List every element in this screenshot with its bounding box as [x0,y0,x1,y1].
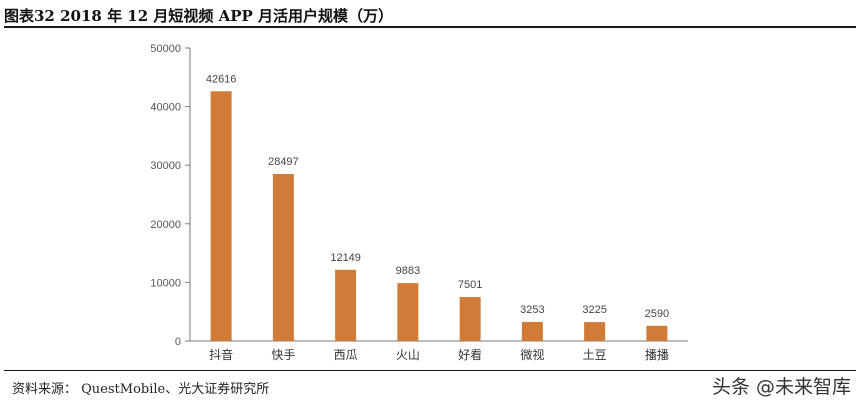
bar [646,325,668,341]
chart-title: 图表32 2018 年 12 月短视频 APP 月活用户规模（万） [4,7,394,25]
y-axis: 0 10000 20000 30000 40000 50000 [150,43,191,348]
y-tick-label: 0 [175,336,181,348]
x-category-label: 好看 [458,348,482,362]
x-category-label: 微视 [520,347,544,362]
bar [210,91,232,342]
y-tick-label: 50000 [150,43,181,55]
bar [397,283,419,341]
bar [459,297,481,341]
data-label: 42616 [206,73,237,85]
y-tick-label: 40000 [150,102,181,114]
bar [272,174,294,341]
bar [584,322,606,341]
bottom-rule [4,370,856,371]
y-tick-label: 10000 [150,277,181,289]
y-tick-label: 30000 [150,160,181,172]
data-label: 7501 [458,279,482,291]
x-category-label: 土豆 [583,348,607,362]
bar-chart: 0 10000 20000 30000 40000 50000 抖音 快手 西瓜 火山 好看 微视 土… [150,43,688,362]
y-tick-label: 20000 [150,219,181,231]
source-note: 资料来源： QuestMobile、光大证券研究所 [12,382,270,397]
x-category-label: 播播 [645,348,669,362]
data-label: 3225 [582,304,606,316]
bar [335,269,357,341]
data-label: 2590 [645,308,669,320]
data-label: 28497 [268,156,299,168]
x-category-label: 抖音 [209,347,233,362]
data-label: 12149 [330,252,361,264]
watermark: 头条 @未来智库 [711,376,851,398]
data-label: 9883 [396,265,420,277]
bars: 42616 28497 12149 9883 7501 3253 3225 2590 [206,73,669,342]
top-rule [4,26,856,28]
bar [521,321,543,341]
x-category-label: 火山 [396,348,420,362]
x-axis: 抖音 快手 西瓜 火山 好看 微视 土豆 播播 [190,340,688,362]
x-category-label: 快手 [271,348,295,362]
data-label: 3253 [520,304,544,316]
x-category-label: 西瓜 [334,348,358,362]
